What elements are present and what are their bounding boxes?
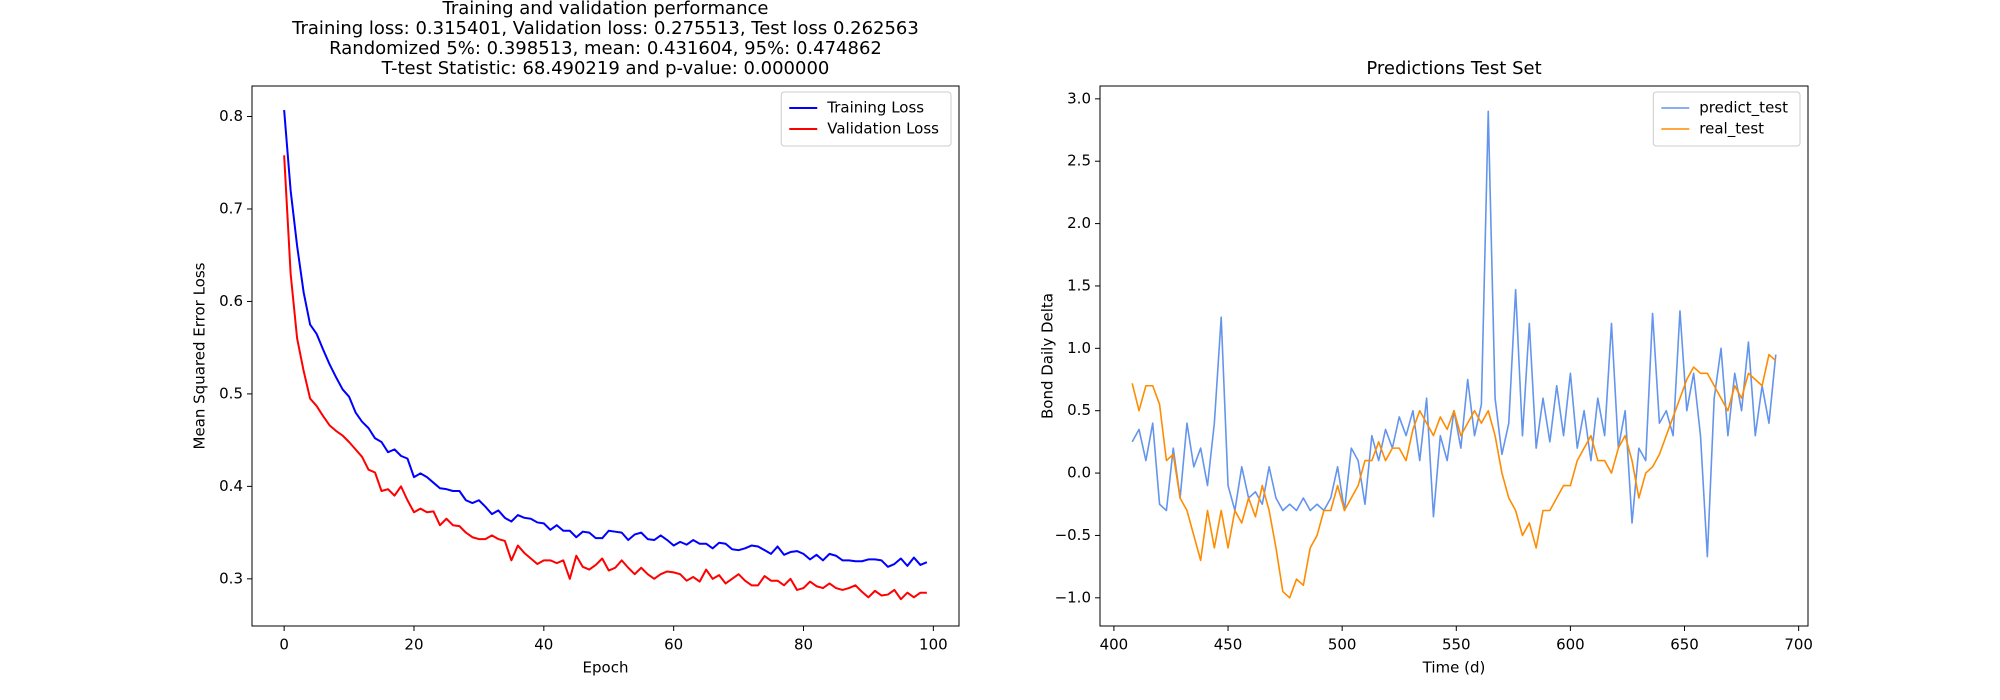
legend-label: real_test bbox=[1699, 120, 1764, 139]
x-tick-label: 80 bbox=[794, 636, 813, 654]
y-tick-label: 0.5 bbox=[1067, 401, 1091, 419]
y-tick-label: 2.5 bbox=[1067, 152, 1091, 170]
x-tick-label: 650 bbox=[1670, 636, 1699, 654]
x-tick-label: 20 bbox=[404, 636, 423, 654]
legend-box bbox=[780, 91, 952, 147]
x-tick-label: 500 bbox=[1328, 636, 1357, 654]
chart-title: Training and validation performance bbox=[442, 0, 769, 19]
legend-label: Validation Loss bbox=[827, 120, 939, 138]
y-tick-label: 0.6 bbox=[219, 292, 243, 310]
axes-frame bbox=[251, 85, 960, 627]
x-tick-label: 0 bbox=[279, 636, 289, 654]
x-tick-label: 40 bbox=[534, 636, 553, 654]
y-tick-label: 1.0 bbox=[1067, 339, 1091, 357]
x-tick-label: 450 bbox=[1214, 636, 1243, 654]
x-tick-label: 60 bbox=[664, 636, 683, 654]
chart-subtitle: Randomized 5%: 0.398513, mean: 0.431604,… bbox=[329, 38, 882, 59]
y-tick-label: 3.0 bbox=[1067, 89, 1091, 107]
series-line bbox=[283, 155, 927, 601]
x-axis-label: Epoch bbox=[583, 659, 629, 677]
legend: predict_test real_test bbox=[1652, 91, 1801, 147]
x-tick-label: 100 bbox=[919, 636, 948, 654]
x-tick-label: 700 bbox=[1784, 636, 1813, 654]
y-tick-label: 2.0 bbox=[1067, 214, 1091, 232]
y-tick-label: −0.5 bbox=[1055, 526, 1091, 544]
y-tick-label: 0.7 bbox=[219, 199, 243, 217]
y-tick-label: 1.5 bbox=[1067, 276, 1091, 294]
axes-frame bbox=[1099, 85, 1809, 627]
x-tick-label: 400 bbox=[1100, 636, 1129, 654]
chart-subtitle: T-test Statistic: 68.490219 and p-value:… bbox=[381, 58, 830, 79]
y-tick-label: 0.0 bbox=[1067, 464, 1091, 482]
x-tick-label: 600 bbox=[1556, 636, 1585, 654]
legend-box bbox=[1652, 91, 1801, 147]
x-axis-label: Time (d) bbox=[1422, 659, 1486, 677]
legend: Training Loss Validation Loss bbox=[780, 91, 952, 147]
chart-title: Predictions Test Set bbox=[1366, 58, 1541, 79]
y-tick-label: 0.5 bbox=[219, 384, 243, 402]
legend-label: predict_test bbox=[1699, 99, 1788, 118]
y-axis-label: Mean Squared Error Loss bbox=[191, 262, 209, 449]
y-tick-label: 0.8 bbox=[219, 107, 243, 125]
y-tick-label: 0.4 bbox=[219, 477, 243, 495]
legend-label: Training Loss bbox=[826, 99, 924, 117]
series-line bbox=[1131, 110, 1777, 558]
series-line bbox=[1131, 353, 1777, 599]
y-axis-label: Bond Daily Delta bbox=[1039, 293, 1057, 419]
y-tick-label: −1.0 bbox=[1055, 588, 1091, 606]
y-tick-label: 0.3 bbox=[219, 569, 243, 587]
x-tick-label: 550 bbox=[1442, 636, 1471, 654]
chart-subtitle: Training loss: 0.315401, Validation loss… bbox=[291, 18, 919, 39]
series-line bbox=[283, 109, 928, 568]
